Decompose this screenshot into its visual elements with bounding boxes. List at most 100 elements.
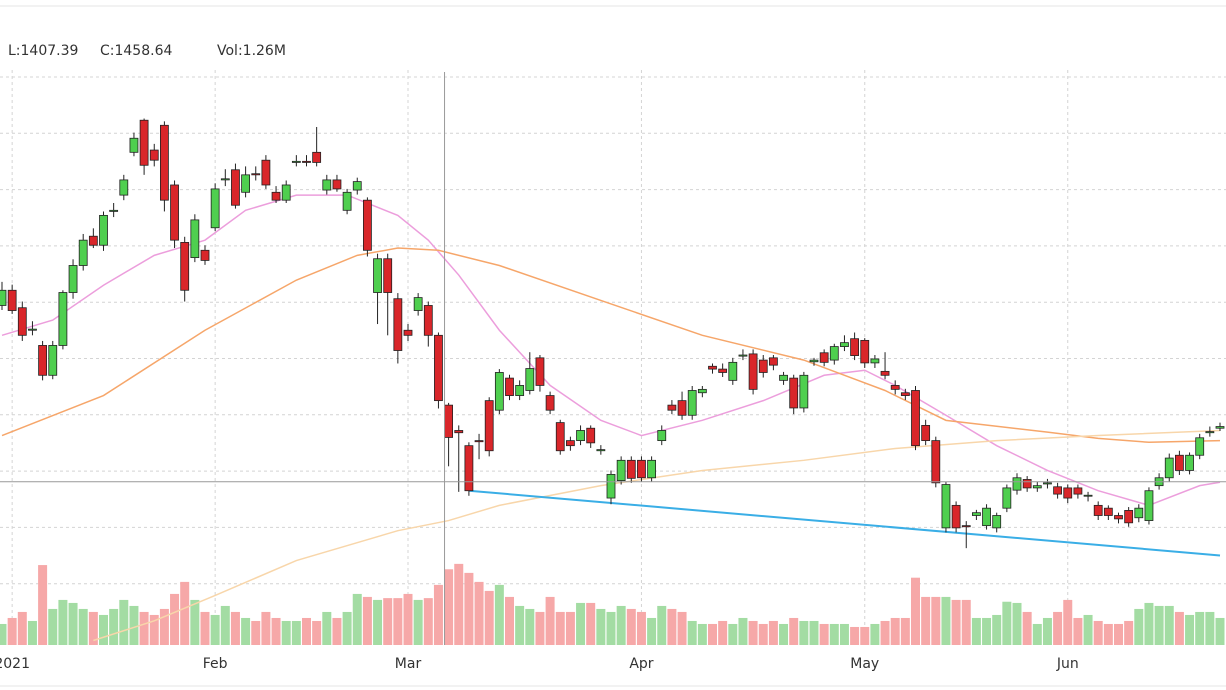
info-close: C:1458.64 (100, 43, 172, 59)
candle-body (748, 353, 758, 390)
volume-bar (931, 596, 941, 645)
candle-body (464, 445, 474, 492)
volume-bar (626, 608, 636, 645)
volume-bar (373, 599, 383, 645)
candle-body (58, 292, 68, 346)
candle-body (373, 258, 382, 293)
grid (0, 70, 1226, 645)
volume-bar (413, 599, 423, 645)
candle-body (38, 345, 47, 376)
candle-body (312, 151, 322, 163)
candle-body (423, 305, 433, 336)
candle-body (697, 388, 707, 394)
volume-bar (779, 623, 789, 645)
volume-bar (1174, 611, 1184, 645)
volume-bar (911, 577, 920, 645)
volume-bar (657, 605, 667, 645)
volume-bar (687, 620, 697, 645)
volume-bar (139, 611, 149, 645)
volume-bar (170, 593, 180, 645)
volume-bar (748, 620, 758, 645)
volume-bar (1073, 617, 1083, 645)
volume-bar (1144, 602, 1154, 645)
volume-bar (708, 623, 717, 645)
candle-body (738, 354, 748, 357)
volume-bar (220, 605, 230, 645)
volume-bar (99, 614, 108, 645)
volume-bar (230, 611, 240, 645)
x-tick-label: May (850, 656, 879, 672)
candle-body (809, 359, 819, 363)
volume-bar (799, 620, 809, 645)
volume-bar (1185, 614, 1195, 645)
candle-body (657, 430, 667, 442)
volume-bar (261, 611, 271, 645)
candle-body (1114, 515, 1123, 520)
candle-body (484, 400, 494, 452)
volume-bar (149, 614, 159, 645)
line (1, 247, 1221, 444)
candle-body (434, 334, 443, 402)
line (93, 429, 1221, 642)
x-tick-label: Jun (1056, 656, 1079, 672)
candle-body (281, 184, 291, 201)
volume-bar (850, 626, 860, 645)
candle-body (1134, 507, 1144, 519)
candle-body (149, 149, 159, 161)
volume-bar (58, 599, 68, 645)
candle-body (48, 345, 58, 376)
candle-body (332, 179, 342, 190)
x-tick-label: Feb (203, 656, 228, 672)
candle-body (961, 525, 971, 528)
volume-bar (1103, 623, 1113, 645)
candle-body (566, 440, 575, 447)
volume-bar (1083, 614, 1093, 645)
volume-bar (1124, 620, 1134, 645)
candle-body (261, 159, 271, 186)
volume-bar (1022, 611, 1032, 645)
volume-bar (900, 617, 910, 645)
volume-bar (159, 608, 169, 645)
candle-body (677, 400, 687, 416)
volume-bar (890, 617, 900, 645)
volume-bar (291, 620, 301, 645)
volume-bar (251, 620, 261, 645)
candle-body (606, 473, 616, 499)
volume-bar (1032, 623, 1042, 645)
volume-bar (596, 608, 606, 645)
candle-body (444, 404, 454, 438)
volume-bar (992, 614, 1002, 645)
volume-bar (271, 617, 281, 645)
volume-bar (332, 617, 342, 645)
volume-bar (210, 614, 220, 645)
candle-body (220, 178, 230, 181)
volume-bar (860, 626, 870, 645)
volume-bar (383, 598, 393, 645)
candle-body (1012, 477, 1022, 491)
candle-body (129, 137, 139, 153)
candle-body (1093, 504, 1103, 516)
volume-bar (982, 617, 992, 645)
candle-body (1022, 479, 1032, 489)
volume-bar (1215, 617, 1225, 645)
volume-bar (829, 623, 839, 645)
candle-body (890, 385, 900, 390)
volume-bar (342, 611, 352, 645)
candle-body (1164, 457, 1174, 479)
volume-bar (362, 596, 372, 645)
volume-bar (515, 605, 525, 645)
volume-bar (606, 611, 616, 645)
candle-body (474, 440, 484, 443)
volume-bar (555, 611, 565, 645)
candle-body (647, 459, 656, 479)
candle-body (454, 430, 464, 434)
volume-bar (1195, 611, 1205, 645)
candle-body (840, 342, 849, 347)
candle-body (911, 390, 920, 447)
candle-body (139, 119, 149, 166)
candle-body (302, 160, 311, 163)
volume-bar (1093, 620, 1103, 645)
volume-bar (281, 620, 291, 645)
candle-body (170, 184, 179, 241)
